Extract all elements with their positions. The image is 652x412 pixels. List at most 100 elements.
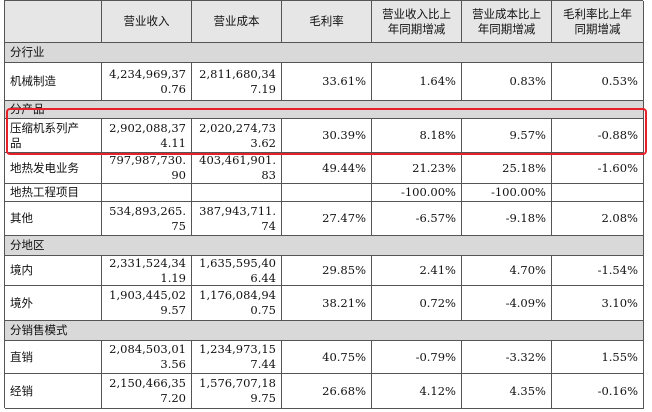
cell-text: 6.44: [250, 270, 276, 285]
cell-text: 年同期增减: [477, 21, 536, 36]
data-cell: 2,084,503,01 3.56: [102, 341, 192, 374]
data-cell: 30.39%: [282, 119, 372, 153]
cell-text: -3.32%: [505, 349, 546, 364]
cell-text: 经销: [10, 383, 33, 398]
cell-text: 1,576,707,18: [199, 376, 276, 390]
data-cell: 29.85%: [282, 256, 372, 286]
header-cell: 营业收入比上 年同期增减: [372, 1, 462, 43]
data-cell: 2.41%: [372, 256, 462, 286]
cell-text: 地热工程项目: [10, 185, 79, 199]
row-label: 压缩机系列产品: [5, 119, 102, 153]
cell-text: 境内: [10, 263, 33, 277]
data-cell: 25.18%: [462, 153, 552, 184]
cell-text: 2,150,466,35: [109, 376, 186, 390]
cell-text: 4,234,969,37: [109, 66, 186, 81]
cell-text: 83: [261, 168, 276, 182]
table: 营业收入 营业成本 毛利率 营业收入比上 年同期增减 营业成本比上 年同期增减 毛利率比上年同…: [4, 0, 644, 409]
data-cell: 2,902,088,37 4.11: [102, 119, 192, 153]
cell-text: -100.00%: [490, 185, 546, 199]
header-cell: 毛利率比上年 同期增减: [552, 1, 644, 43]
cell-text: 2,084,503,01: [109, 342, 186, 356]
data-cell: -3.32%: [462, 341, 552, 374]
data-cell: 2,020,274,73 3.62: [192, 119, 282, 153]
cell-text: 年同期增减: [387, 21, 446, 36]
data-cell: 21.23%: [372, 153, 462, 184]
data-cell: 1.64%: [372, 63, 462, 101]
data-cell: 4.70%: [462, 256, 552, 286]
row-label: 其他: [5, 202, 102, 236]
cell-text: 8.18%: [419, 128, 456, 142]
header-cell: 营业收入: [102, 1, 192, 43]
section-row: 分销售模式: [5, 321, 644, 341]
row-label: 直销: [5, 341, 102, 374]
cell-text: 0.72%: [419, 295, 456, 310]
data-cell: 1,576,707,18 9.75: [192, 374, 282, 409]
cell-text: -1.60%: [597, 160, 638, 175]
data-cell: 1,234,973,15 7.44: [192, 341, 282, 374]
cell-text: 4.12%: [419, 383, 456, 398]
cell-text: -9.18%: [505, 211, 546, 225]
row-label: 地热发电业务: [5, 153, 102, 184]
data-cell: 1,176,084,94 0.75: [192, 286, 282, 321]
cell-text: 压缩机系列产: [10, 120, 79, 135]
cell-text: 2.08%: [601, 211, 638, 225]
row-label: 机械制造: [5, 63, 102, 101]
cell-text: 1,903,445,02: [109, 288, 186, 302]
data-cell: 4.35%: [462, 374, 552, 409]
cell-text: 26.68%: [322, 383, 366, 398]
highlight-box: [6, 108, 647, 155]
cell-text: 4.70%: [509, 263, 546, 277]
data-cell: 1,903,445,02 9.57: [102, 286, 192, 321]
cell-text: 7.44: [250, 357, 276, 371]
data-cell: 8.18%: [372, 119, 462, 153]
cell-text: 境外: [10, 295, 33, 310]
cell-text: 毛利率比上年: [563, 6, 632, 21]
cell-text: 营业成本: [213, 14, 260, 28]
cell-text: 1,635,595,40: [199, 255, 276, 270]
cell-text: 3.10%: [601, 295, 638, 310]
cell-text: 38.21%: [322, 295, 366, 310]
cell-text: 1,234,973,15: [199, 342, 276, 356]
data-cell: -9.18%: [462, 202, 552, 236]
cell-text: -6.57%: [415, 211, 456, 225]
data-cell: 2,150,466,35 7.20: [102, 374, 192, 409]
cell-text: 1,176,084,94: [199, 288, 276, 302]
data-cell: 40.75%: [282, 341, 372, 374]
cell-text: 2,902,088,37: [109, 120, 186, 135]
cell-text: 2,020,274,73: [199, 120, 276, 135]
cell-text: 9.75: [250, 391, 276, 405]
cell-text: 营业收入比上: [382, 6, 451, 21]
cell-text: 29.85%: [322, 263, 366, 277]
cell-text: 74: [261, 218, 276, 233]
data-cell: [102, 184, 192, 202]
cell-text: -0.88%: [597, 128, 638, 142]
cell-text: 90: [171, 168, 186, 182]
cell-text: 797,987,730.: [109, 153, 186, 167]
cell-text: 30.39%: [322, 128, 366, 142]
cell-text: -1.54%: [597, 263, 638, 277]
header-cell: 营业成本比上 年同期增减: [462, 1, 552, 43]
cell-text: 49.44%: [322, 160, 366, 175]
row-label: 经销: [5, 374, 102, 409]
cell-text: 分销售模式: [10, 323, 68, 337]
row-label: 境外: [5, 286, 102, 321]
cell-text: 3.62: [250, 135, 276, 150]
data-cell: 4.12%: [372, 374, 462, 409]
data-cell: 0.72%: [372, 286, 462, 321]
cell-text: 其他: [10, 211, 33, 225]
data-cell: 27.47%: [282, 202, 372, 236]
data-cell: 0.83%: [462, 63, 552, 101]
cell-text: 0.53%: [601, 74, 638, 88]
data-cell: 1,635,595,40 6.44: [192, 256, 282, 286]
data-cell: 33.61%: [282, 63, 372, 101]
data-cell: 1.55%: [552, 341, 644, 374]
cell-text: 营业收入: [123, 14, 170, 28]
data-cell: -0.88%: [552, 119, 644, 153]
data-cell: [192, 184, 282, 202]
cell-text: 1.55%: [601, 349, 638, 364]
data-cell: 534,893,265. 75: [102, 202, 192, 236]
data-cell: 0.53%: [552, 63, 644, 101]
row-label: 地热工程项目: [5, 184, 102, 202]
cell-text: 534,893,265.: [109, 203, 186, 218]
